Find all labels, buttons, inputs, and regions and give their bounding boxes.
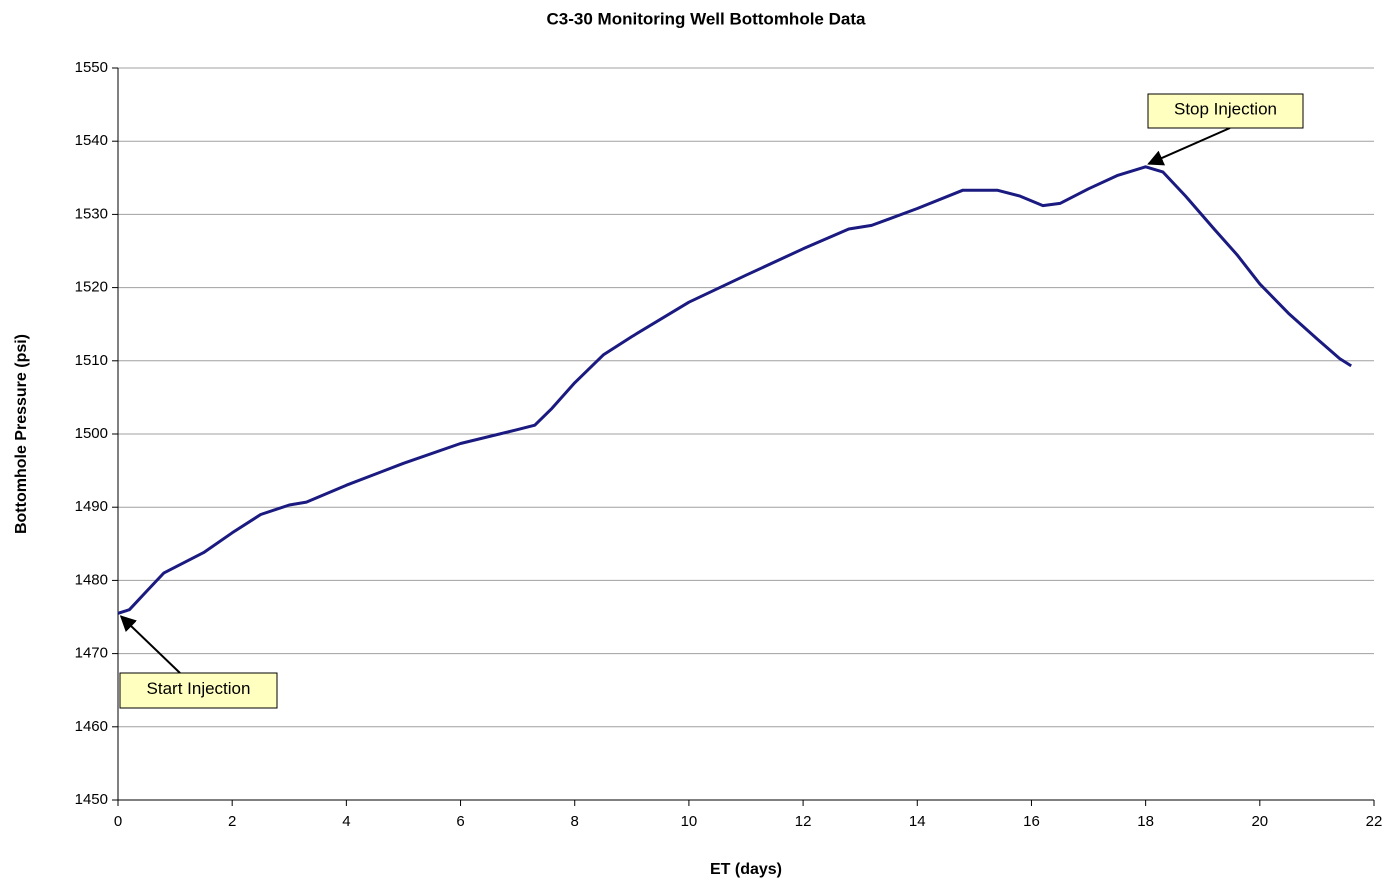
annotation-text: Stop Injection xyxy=(1174,99,1277,118)
y-tick-label: 1530 xyxy=(75,205,108,222)
x-tick-label: 6 xyxy=(456,813,464,830)
chart-title: C3-30 Monitoring Well Bottomhole Data xyxy=(547,9,866,28)
x-tick-label: 14 xyxy=(909,813,926,830)
y-tick-label: 1520 xyxy=(75,279,108,296)
y-tick-label: 1510 xyxy=(75,352,108,369)
y-tick-label: 1550 xyxy=(75,59,108,76)
x-tick-label: 18 xyxy=(1137,813,1154,830)
x-tick-label: 2 xyxy=(228,813,236,830)
y-tick-label: 1450 xyxy=(75,791,108,808)
x-tick-label: 16 xyxy=(1023,813,1040,830)
annotation-text: Start Injection xyxy=(147,679,251,698)
x-tick-label: 12 xyxy=(795,813,812,830)
x-tick-label: 10 xyxy=(681,813,698,830)
data-line xyxy=(117,165,1353,615)
x-tick-label: 8 xyxy=(571,813,579,830)
y-tick-label: 1540 xyxy=(75,132,108,149)
annotation-arrow xyxy=(1147,127,1231,166)
y-tick-label: 1470 xyxy=(75,645,108,662)
y-axis-label: Bottomhole Pressure (psi) xyxy=(13,334,30,534)
x-tick-label: 0 xyxy=(114,813,122,830)
x-tick-label: 4 xyxy=(342,813,350,830)
x-tick-label: 20 xyxy=(1251,813,1268,830)
y-tick-label: 1480 xyxy=(75,571,108,588)
annotation-arrow xyxy=(119,615,181,674)
y-tick-label: 1500 xyxy=(75,425,108,442)
y-tick-label: 1460 xyxy=(75,718,108,735)
x-tick-label: 22 xyxy=(1366,813,1383,830)
y-tick-label: 1490 xyxy=(75,498,108,515)
annotation-box xyxy=(1147,93,1304,129)
annotation-box xyxy=(119,672,278,709)
x-axis-label: ET (days) xyxy=(710,861,782,878)
